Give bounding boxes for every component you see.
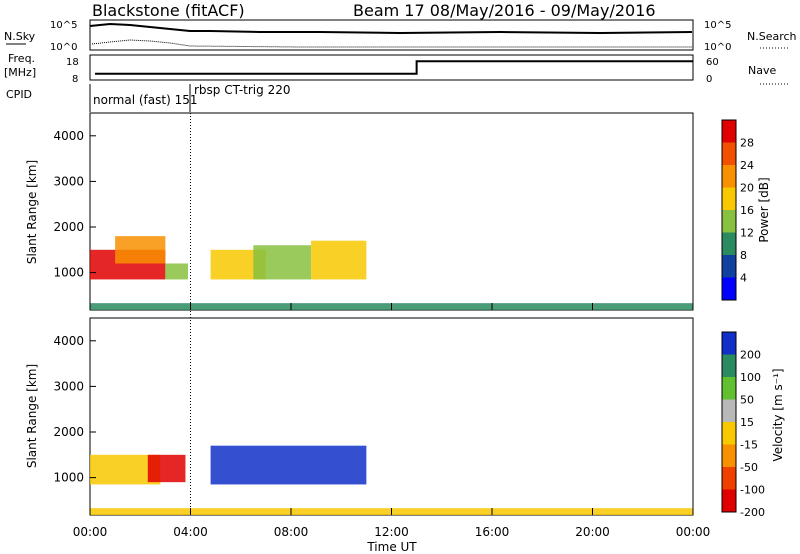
freq-label: Freq. (8, 52, 35, 65)
freq-unit-label: [MHz] (4, 66, 36, 79)
colorbar-tick: 4 (740, 272, 747, 285)
colorbar-tick: 16 (740, 204, 754, 217)
colorbar-swatch (722, 142, 736, 165)
power-ylabel: Slant Range [km] (25, 160, 39, 264)
nsearch-trace (91, 39, 692, 48)
colorbar-swatch (722, 377, 736, 400)
ytick-label: 2000 (53, 425, 84, 439)
freq-trace (95, 60, 693, 75)
colorbar-swatch (722, 422, 736, 445)
power-region-4 (253, 245, 312, 280)
radar-title: Blackstone (fitACF) (92, 1, 245, 20)
colorbar-tick: 12 (740, 227, 754, 240)
colorbar-tick: -15 (740, 439, 758, 452)
nave-tick-high: 60 (706, 57, 719, 68)
power-panel (89, 112, 694, 311)
colorbar-tick: 20 (740, 182, 754, 195)
nsky-panel: N.Sky 10^5 10^0 10^5 10^0 N.Search (4, 19, 797, 53)
colorbar-tick: 100 (740, 371, 761, 384)
colorbar-swatch (722, 210, 736, 233)
colorbar-tick: -100 (740, 484, 765, 497)
freq-panel: Freq. [MHz] 18 8 60 0 Nave (4, 52, 790, 85)
velocity-colorbar-label: Velocity [m s⁻¹] (771, 368, 785, 461)
xtick-label: 12:00 (374, 525, 409, 539)
colorbar-swatch (722, 255, 736, 278)
nave-tick-low: 0 (706, 74, 712, 85)
colorbar-swatch (722, 399, 736, 422)
velocity-panel (89, 317, 694, 516)
cpid-mode-1: normal (fast) 151 (93, 93, 197, 107)
nsky-label: N.Sky (4, 30, 36, 43)
colorbar-tick: 200 (740, 349, 761, 362)
nsky-tick-low: 10^0 (50, 42, 77, 53)
velocity-region-1 (147, 454, 186, 483)
colorbar-swatch (722, 120, 736, 143)
ytick-label: 1000 (53, 471, 84, 485)
freq-tick-high: 18 (66, 57, 79, 68)
freq-tick-low: 8 (72, 74, 78, 85)
colorbar-tick: 50 (740, 394, 754, 407)
xtick-label: 04:00 (173, 525, 208, 539)
power-colorbar: 28 24 20 16 12 8 4 (721, 119, 754, 301)
velocity-ylabel: Slant Range [km] (25, 364, 39, 468)
velocity-region-2 (210, 445, 367, 485)
nsky-trace (89, 22, 693, 35)
xtick-label: 20:00 (575, 525, 610, 539)
colorbar-swatch (722, 489, 736, 512)
colorbar-swatch (722, 467, 736, 490)
x-axis-label: Time UT (366, 540, 417, 554)
colorbar-tick: 8 (740, 249, 747, 262)
colorbar-swatch (722, 332, 736, 355)
power-colorbar-label: Power [dB] (757, 177, 771, 242)
power-region-2 (165, 263, 188, 280)
cpid-label: CPID (6, 88, 32, 101)
cpid-row: CPID normal (fast) 151 rbsp CT-trig 220 (6, 83, 290, 112)
ytick-label: 4000 (53, 334, 84, 348)
colorbar-tick: -200 (740, 506, 765, 519)
xtick-label: 08:00 (274, 525, 309, 539)
ytick-label: 1000 (53, 266, 84, 280)
xtick-label: 00:00 (73, 525, 108, 539)
colorbar-swatch (722, 187, 736, 210)
colorbar-tick: 24 (740, 159, 754, 172)
colorbar-swatch (722, 444, 736, 467)
nsky-tick-high: 10^5 (50, 20, 77, 31)
nsearch-tick-high: 10^5 (704, 20, 731, 31)
colorbar-tick: 15 (740, 416, 754, 429)
colorbar-swatch (722, 165, 736, 188)
ytick-label: 3000 (53, 174, 84, 188)
nave-label: Nave (748, 64, 776, 77)
cpid-mode-2: rbsp CT-trig 220 (194, 83, 290, 97)
ytick-label: 4000 (53, 129, 84, 143)
colorbar-swatch (722, 232, 736, 255)
ytick-label: 3000 (53, 379, 84, 393)
colorbar-swatch (722, 277, 736, 300)
power-region-1 (115, 236, 166, 264)
colorbar-tick: 28 (740, 137, 754, 150)
xtick-label: 16:00 (475, 525, 510, 539)
nsearch-label: N.Search (747, 30, 797, 43)
colorbar-tick: -50 (740, 461, 758, 474)
xtick-label: 00:00 (676, 525, 711, 539)
nsearch-tick-low: 10^0 (704, 42, 731, 53)
beam-date-title: Beam 17 08/May/2016 - 09/May/2016 (353, 1, 656, 20)
ytick-label: 2000 (53, 220, 84, 234)
colorbar-swatch (722, 354, 736, 377)
velocity-colorbar: 200 100 50 15 -15 -50 -100 -200 (721, 331, 765, 519)
power-region-5 (311, 240, 367, 280)
